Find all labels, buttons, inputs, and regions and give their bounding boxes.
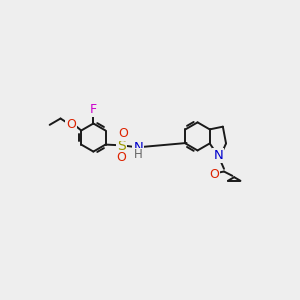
Text: O: O bbox=[118, 128, 128, 140]
Text: N: N bbox=[214, 149, 223, 162]
Text: O: O bbox=[116, 151, 126, 164]
Text: O: O bbox=[209, 168, 219, 181]
Text: F: F bbox=[90, 103, 97, 116]
Text: O: O bbox=[67, 118, 76, 131]
Text: N: N bbox=[133, 141, 143, 154]
Text: S: S bbox=[118, 139, 126, 153]
Text: H: H bbox=[134, 148, 143, 161]
